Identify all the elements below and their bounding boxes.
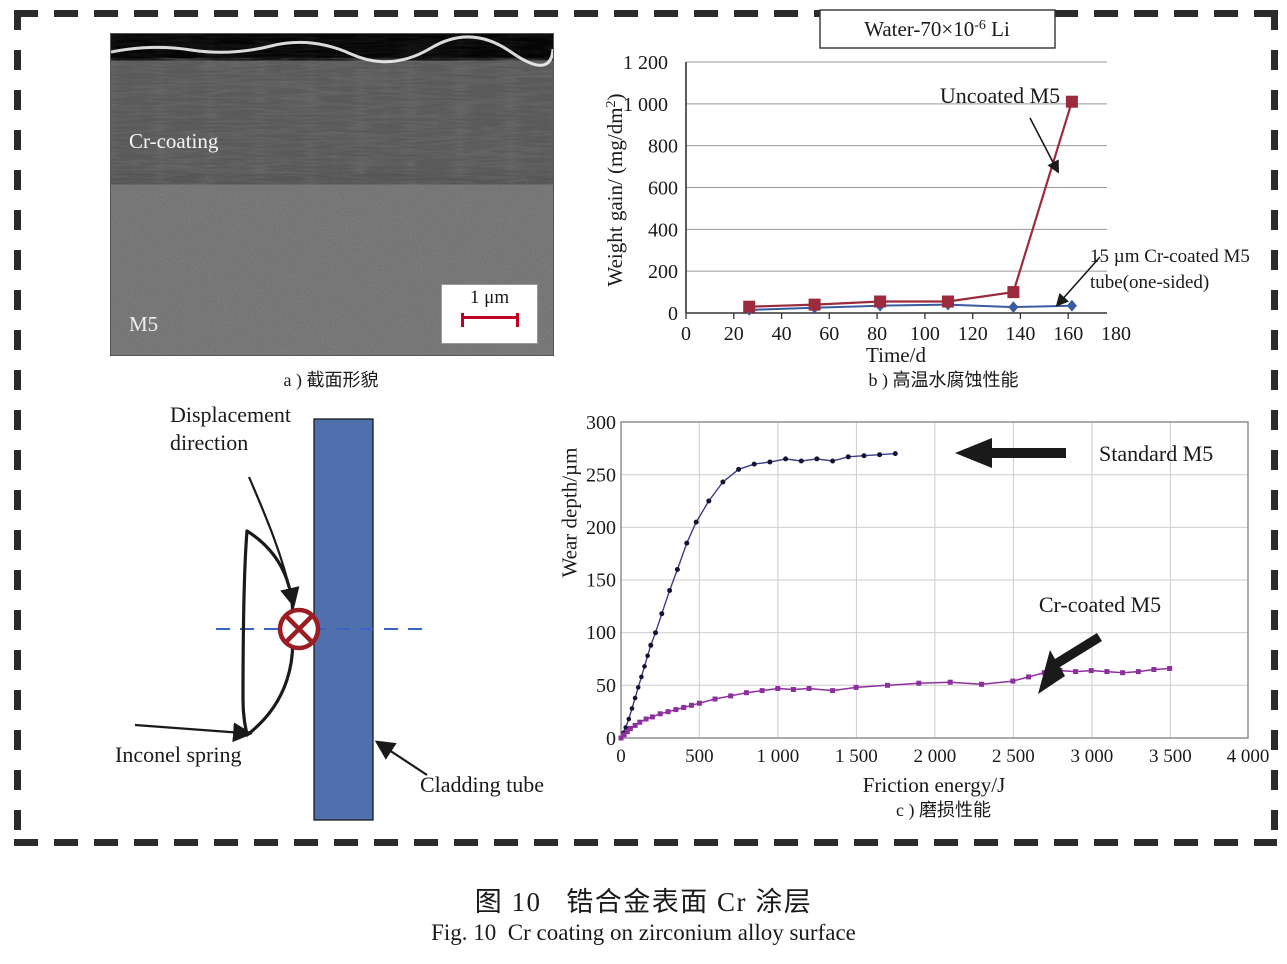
svg-text:Weight gain/ (mg/dm2): Weight gain/ (mg/dm2) [603,93,627,286]
svg-text:Inconel spring: Inconel spring [115,742,241,767]
svg-text:Water-70×10-6 Li: Water-70×10-6 Li [864,17,1010,41]
svg-text:0: 0 [616,746,626,767]
svg-text:20: 20 [724,323,744,345]
svg-text:2 000: 2 000 [914,746,957,767]
svg-text:1 500: 1 500 [835,746,878,767]
svg-text:200: 200 [586,517,616,539]
svg-text:1 200: 1 200 [623,52,668,74]
svg-text:Friction energy/J: Friction energy/J [863,773,1006,797]
svg-text:1 000: 1 000 [757,746,800,767]
svg-text:4 000: 4 000 [1227,746,1270,767]
svg-text:0: 0 [606,728,616,750]
svg-text:250: 250 [586,465,616,487]
svg-text:50: 50 [596,675,616,697]
svg-text:Cladding tube: Cladding tube [420,772,544,797]
svg-text:150: 150 [586,570,616,592]
svg-text:3 000: 3 000 [1071,746,1114,767]
svg-text:2 500: 2 500 [992,746,1035,767]
svg-text:200: 200 [648,261,678,283]
svg-text:Uncoated M5: Uncoated M5 [940,83,1060,108]
svg-text:300: 300 [586,412,616,434]
svg-text:0: 0 [681,323,691,345]
svg-text:direction: direction [170,430,248,455]
svg-text:15 µm Cr-coated M5: 15 µm Cr-coated M5 [1090,246,1250,267]
svg-text:60: 60 [819,323,839,345]
svg-text:800: 800 [648,136,678,158]
svg-text:tube(one-sided): tube(one-sided) [1090,272,1209,293]
svg-text:400: 400 [648,220,678,242]
svg-text:40: 40 [772,323,792,345]
svg-text:600: 600 [648,178,678,200]
svg-text:180: 180 [1101,323,1131,345]
svg-text:100: 100 [586,622,616,644]
svg-text:120: 120 [958,323,988,345]
svg-text:160: 160 [1053,323,1083,345]
svg-text:500: 500 [685,746,714,767]
svg-text:80: 80 [867,323,887,345]
svg-text:0: 0 [668,303,678,325]
svg-text:3 500: 3 500 [1149,746,1192,767]
svg-text:Cr-coated M5: Cr-coated M5 [1039,592,1161,617]
svg-text:Displacement: Displacement [170,402,291,427]
svg-text:Time/d: Time/d [866,343,926,367]
svg-text:140: 140 [1005,323,1035,345]
svg-text:100: 100 [910,323,940,345]
svg-text:Standard M5: Standard M5 [1099,441,1213,466]
svg-text:1 000: 1 000 [623,94,668,116]
